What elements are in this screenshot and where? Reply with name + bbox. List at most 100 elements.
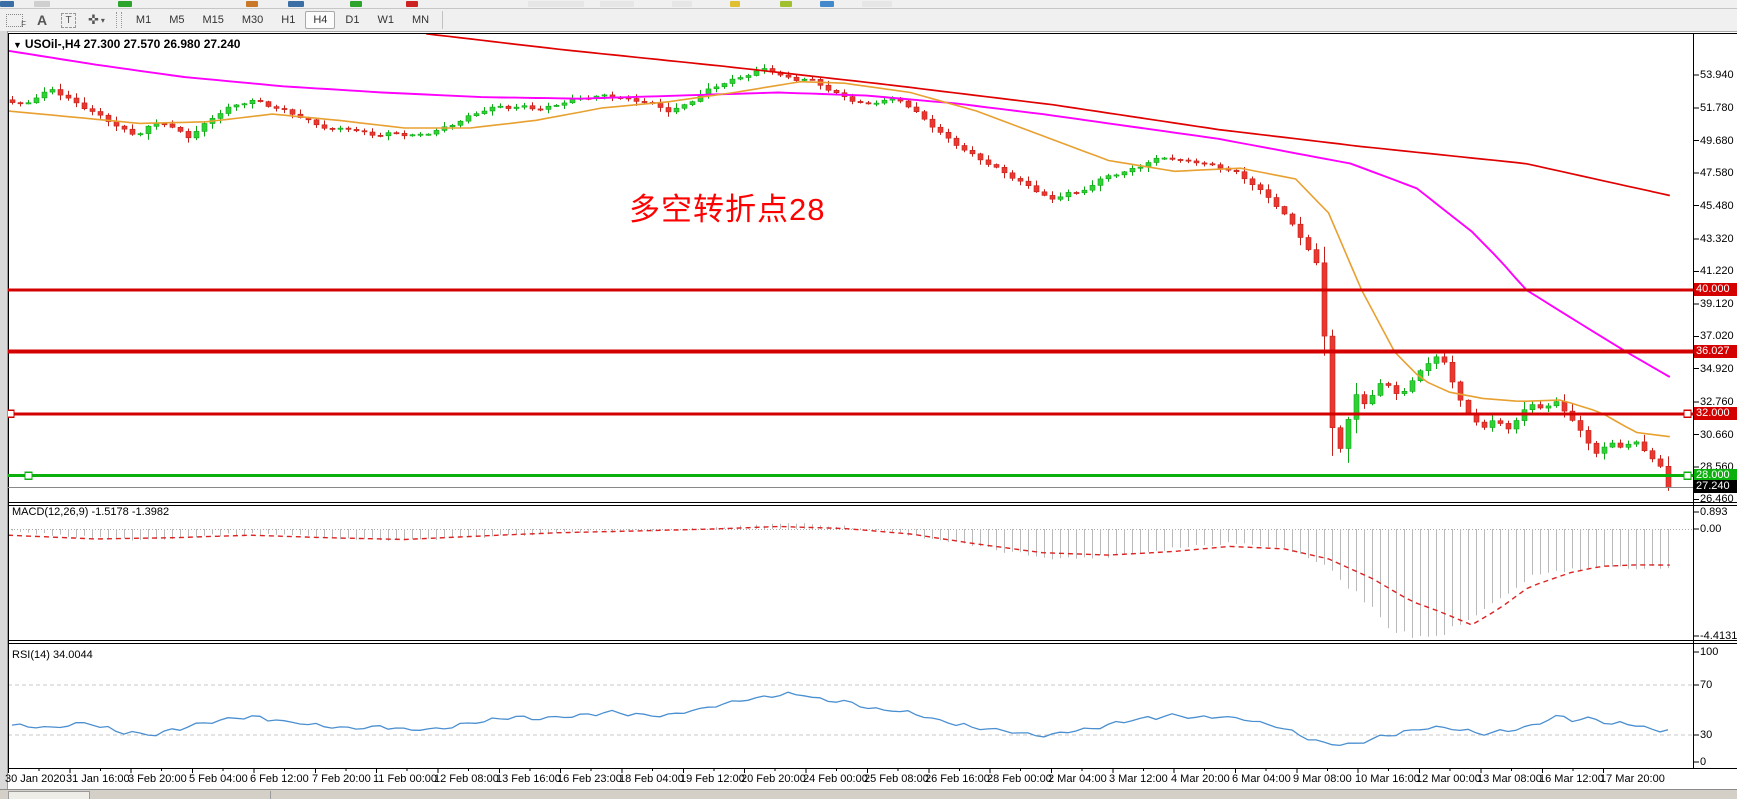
timeframe-w1[interactable]: W1 [369, 11, 402, 29]
text-label-tool-button[interactable]: T [55, 10, 82, 30]
candlestick-series [9, 64, 1672, 491]
toolbar-icon-fragment[interactable] [118, 1, 132, 7]
axis-ticks [8, 74, 1699, 773]
left-gutter [0, 31, 8, 799]
cursor-tool-button[interactable]: ✜ ▾ [82, 10, 111, 30]
timeframe-m1[interactable]: M1 [128, 11, 159, 29]
price-axis-label: 34.920 [1700, 362, 1734, 375]
time-axis-label: 20 Feb 20:00 [741, 773, 806, 785]
timeframe-m15[interactable]: M15 [194, 11, 231, 29]
timeframe-m5[interactable]: M5 [161, 11, 192, 29]
chart-tab[interactable] [8, 791, 90, 799]
price-axis-label: 53.940 [1700, 68, 1734, 81]
time-axis-label: 10 Mar 16:00 [1355, 773, 1420, 785]
toolbar-icon-fragment[interactable] [406, 1, 418, 7]
time-axis-label: 28 Feb 00:00 [987, 773, 1052, 785]
price-tag-32-000: 32.000 [1694, 406, 1737, 420]
toolbar-icon-fragment[interactable] [34, 1, 50, 7]
macd-indicator-label: MACD(12,26,9) -1.5178 -1.3982 [12, 506, 170, 518]
time-axis-label: 6 Feb 12:00 [250, 773, 309, 785]
font-a-icon: A [36, 12, 48, 28]
macd-axis-label: 0.00 [1700, 523, 1722, 535]
price-tag-28-000: 28.000 [1694, 468, 1737, 482]
chart-title: ▼ USOil-,H4 27.300 27.570 26.980 27.240 [13, 37, 240, 51]
price-axis-label: 45.480 [1700, 199, 1734, 212]
price-axis-label: 51.780 [1700, 102, 1734, 115]
price-axis-label: 26.460 [1700, 493, 1734, 506]
price-axis-label: 47.580 [1700, 167, 1734, 180]
timeframe-h4[interactable]: H4 [305, 11, 336, 29]
time-axis-label: 16 Mar 12:00 [1539, 773, 1604, 785]
macd-axis-label: 0.893 [1700, 506, 1728, 518]
chart-annotation-label[interactable]: 多空转折点28 [629, 192, 826, 227]
toolbar-icon-fragment[interactable] [0, 1, 14, 7]
rsi-series [9, 684, 1692, 747]
time-axis-label: 11 Feb 00:00 [373, 773, 438, 785]
time-axis-label: 12 Mar 00:00 [1416, 773, 1481, 785]
time-axis-label: 9 Mar 08:00 [1293, 773, 1352, 785]
main-toolbar: F A T ✜ ▾ M1 M5 M15 M30 H1 H4 D1 W1 MN [0, 9, 1737, 32]
toolbar-icon-fragment[interactable] [862, 1, 892, 7]
time-axis-label: 18 Feb 04:00 [619, 773, 684, 785]
symbol-dropdown-icon[interactable]: ▼ [13, 40, 22, 50]
time-axis-label: 16 Feb 23:00 [557, 773, 622, 785]
time-axis-label: 4 Mar 20:00 [1171, 773, 1230, 785]
toolbar-grip [115, 12, 122, 28]
horizontal-level-lines[interactable] [6, 288, 1693, 488]
rsi-axis-label: 30 [1700, 729, 1713, 741]
time-axis-label: 17 Mar 20:00 [1600, 773, 1665, 785]
time-axis-label: 13 Mar 08:00 [1477, 773, 1542, 785]
price-axis-label: 37.020 [1700, 330, 1734, 343]
rsi-indicator-label: RSI(14) 34.0044 [12, 649, 93, 661]
indicator-list-button[interactable]: F [0, 10, 29, 30]
toolbar-icon-fragment[interactable] [350, 1, 362, 7]
time-axis-label: 13 Feb 16:00 [496, 773, 561, 785]
time-axis-label: 30 Jan 2020 [5, 773, 66, 785]
toolbar-separator [442, 11, 444, 29]
toolbar-icon-fragment[interactable] [730, 1, 740, 7]
toolbar-icon-fragment[interactable] [528, 1, 584, 7]
time-axis-label: 26 Feb 16:00 [925, 773, 990, 785]
bottom-bar [0, 789, 1737, 799]
toolbar-icon-fragment[interactable] [246, 1, 258, 7]
bottom-bar-divider [270, 791, 271, 799]
time-axis-label: 24 Feb 00:00 [803, 773, 868, 785]
toolbar-icon-fragment[interactable] [600, 1, 634, 7]
price-tag-27-240: 27.240 [1694, 480, 1737, 494]
macd-series [9, 523, 1692, 638]
rsi-axis-label: 100 [1700, 646, 1719, 658]
timeframe-d1[interactable]: D1 [337, 11, 367, 29]
timeframe-m30[interactable]: M30 [234, 11, 271, 29]
time-axis-label: 5 Feb 04:00 [189, 773, 248, 785]
font-tool-button[interactable]: A [29, 10, 55, 30]
price-tag-40-000: 40.000 [1694, 283, 1737, 297]
price-axis-label: 49.680 [1700, 134, 1734, 147]
toolbar-icon-fragment[interactable] [780, 1, 792, 7]
rsi-axis-label: 0 [1700, 756, 1707, 768]
macd-axis-label: -4.4131 [1700, 630, 1737, 642]
time-axis-label: 25 Feb 08:00 [864, 773, 929, 785]
time-axis-label: 7 Feb 20:00 [312, 773, 371, 785]
toolbar-icon-fragment[interactable] [288, 1, 304, 7]
timeframe-mn[interactable]: MN [404, 11, 437, 29]
time-axis-label: 6 Mar 04:00 [1232, 773, 1291, 785]
toolbar-icon-fragment[interactable] [820, 1, 834, 7]
timeframe-h1[interactable]: H1 [273, 11, 303, 29]
time-axis-label: 3 Feb 20:00 [128, 773, 187, 785]
rsi-axis-label: 70 [1700, 679, 1713, 691]
chevron-down-icon: ▾ [100, 15, 105, 25]
price-axis-label: 43.320 [1700, 232, 1734, 245]
time-axis-label: 19 Feb 12:00 [680, 773, 745, 785]
text-t-icon: T [61, 12, 76, 28]
chart-title-text: USOil-,H4 27.300 27.570 26.980 27.240 [24, 37, 241, 51]
price-axis-label: 39.120 [1700, 297, 1734, 310]
toolbar-icon-fragment[interactable] [672, 1, 692, 7]
panel-borders [8, 33, 1737, 769]
time-axis-label: 3 Mar 12:00 [1109, 773, 1168, 785]
price-axis-label: 30.660 [1700, 428, 1734, 441]
time-axis-label: 12 Feb 08:00 [434, 773, 499, 785]
price-axis-label: 32.760 [1700, 396, 1734, 409]
grid-f-icon: F [6, 13, 26, 29]
